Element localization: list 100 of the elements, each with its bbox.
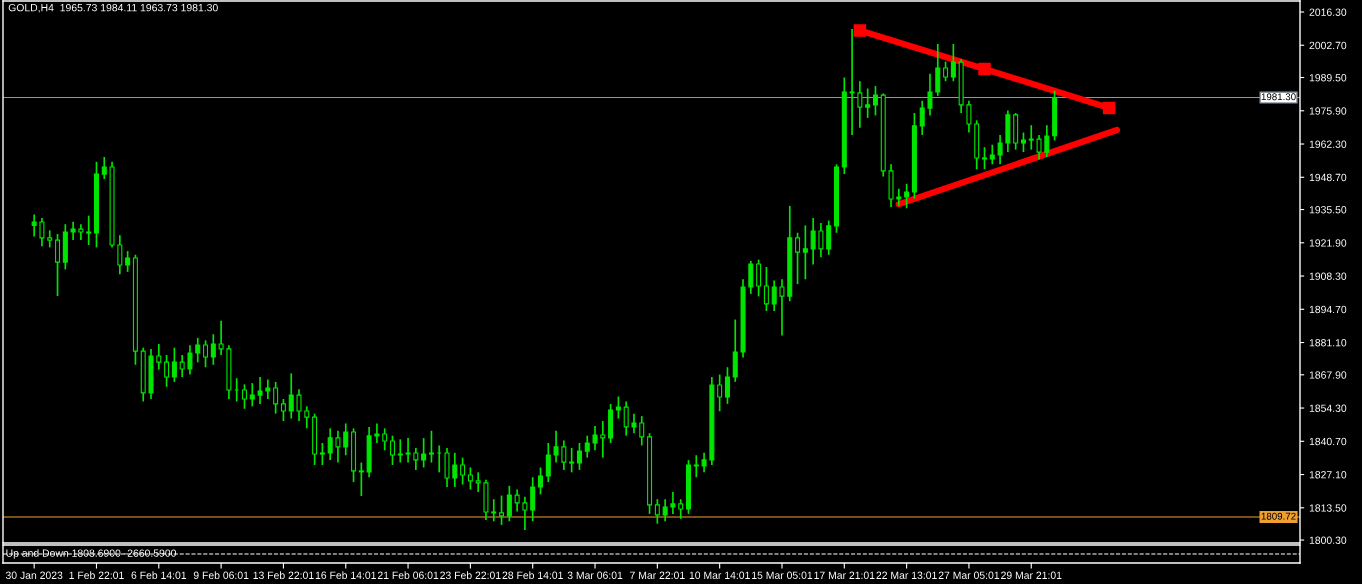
y-tick-label: 1935.50 bbox=[1309, 206, 1347, 214]
x-tick-label: 6 Feb 14:01 bbox=[131, 571, 187, 579]
candlestick bbox=[810, 217, 816, 266]
candlestick bbox=[319, 442, 325, 466]
candlestick bbox=[195, 337, 201, 364]
x-tick-label: 10 Mar 14:01 bbox=[689, 571, 750, 579]
candlestick bbox=[327, 427, 333, 461]
candlestick bbox=[101, 156, 107, 180]
candlestick bbox=[499, 494, 505, 526]
candlestick bbox=[600, 420, 606, 459]
candlestick bbox=[304, 405, 310, 430]
candlestick bbox=[1028, 124, 1034, 151]
y-tick-label: 2002.70 bbox=[1309, 41, 1347, 50]
candlestick bbox=[966, 99, 972, 134]
candlestick bbox=[156, 343, 162, 371]
candlestick bbox=[382, 427, 388, 452]
candlestick bbox=[218, 319, 224, 356]
candlestick bbox=[210, 333, 216, 366]
text: Up and Down 1808.6900 -2660.5900 bbox=[6, 549, 177, 559]
candlestick bbox=[865, 87, 871, 119]
candlestick bbox=[164, 354, 170, 388]
candlestick bbox=[47, 229, 53, 249]
candlestick bbox=[982, 146, 988, 171]
point bbox=[1102, 101, 1116, 115]
x-tick-label: 3 Mar 06:01 bbox=[567, 571, 623, 579]
candlestick bbox=[553, 429, 559, 464]
candlestick bbox=[397, 438, 403, 464]
candlestick bbox=[545, 442, 551, 483]
candlestick bbox=[872, 85, 878, 117]
candlestick bbox=[280, 398, 286, 422]
candlestick bbox=[530, 476, 536, 523]
candlestick bbox=[1020, 131, 1026, 153]
candlestick bbox=[849, 28, 855, 136]
candlestick bbox=[179, 354, 185, 378]
candlestick bbox=[31, 213, 37, 238]
x-tick-label: 28 Feb 14:01 bbox=[502, 571, 563, 579]
candlestick bbox=[724, 366, 730, 405]
candlestick bbox=[296, 388, 302, 422]
candlestick bbox=[818, 222, 824, 259]
candlestick bbox=[460, 456, 466, 486]
x-tick-label: 17 Mar 21:01 bbox=[814, 571, 875, 579]
candlestick bbox=[241, 383, 247, 410]
chart-title: GOLD,H4 1965.73 1984.11 1963.73 1981.30 bbox=[8, 3, 218, 13]
candlestick bbox=[203, 339, 209, 369]
y-tick-label: 1975.90 bbox=[1309, 107, 1347, 115]
candlestick bbox=[506, 484, 512, 523]
candlestick bbox=[584, 434, 590, 459]
candlestick bbox=[522, 495, 528, 531]
candlestick bbox=[86, 214, 92, 246]
candlestick bbox=[693, 454, 699, 479]
candlestick bbox=[491, 498, 497, 523]
candlestick bbox=[561, 439, 567, 471]
x-tick-label: 23 Feb 22:01 bbox=[440, 571, 501, 579]
y-tick-label: 1867.90 bbox=[1309, 371, 1347, 379]
point bbox=[978, 62, 991, 76]
candlestick bbox=[623, 400, 629, 437]
candlestick bbox=[904, 183, 910, 210]
ref-line-label: 1809.72 bbox=[1261, 512, 1296, 520]
point bbox=[853, 24, 867, 37]
candlestick bbox=[569, 447, 575, 474]
y-tick-label: 1800.30 bbox=[1309, 536, 1347, 544]
candlestick bbox=[654, 498, 660, 525]
candlestick bbox=[70, 220, 76, 241]
y-tick-label: 1962.30 bbox=[1309, 140, 1347, 148]
candlestick bbox=[943, 60, 949, 83]
y-tick-label: 1908.30 bbox=[1309, 272, 1347, 280]
candlestick bbox=[919, 99, 925, 136]
candlestick bbox=[273, 381, 279, 415]
candlestick bbox=[935, 43, 941, 97]
candlestick bbox=[795, 231, 801, 285]
candlestick bbox=[413, 447, 419, 471]
candlestick bbox=[288, 372, 294, 420]
candlestick bbox=[452, 451, 458, 488]
y-tick-label: 1827.10 bbox=[1309, 471, 1347, 479]
x-tick-label: 21 Feb 06:01 bbox=[377, 571, 439, 579]
candlestick bbox=[428, 429, 434, 464]
candlestick bbox=[826, 219, 832, 256]
ref-line-label: 1981.30 bbox=[1261, 93, 1296, 101]
x-tick-label: 16 Feb 14:01 bbox=[315, 571, 376, 579]
y-tick-label: 1894.70 bbox=[1309, 305, 1347, 314]
candlestick bbox=[117, 234, 123, 276]
candlestick bbox=[358, 461, 364, 497]
candlestick bbox=[343, 422, 349, 457]
y-tick-label: 1840.70 bbox=[1309, 437, 1347, 446]
y-tick-label: 1813.50 bbox=[1309, 504, 1347, 512]
candlestick bbox=[467, 466, 473, 491]
candlestick bbox=[989, 143, 995, 166]
candlestick bbox=[125, 250, 131, 273]
candlestick bbox=[763, 266, 769, 312]
candlestick bbox=[927, 73, 933, 117]
candlestick bbox=[576, 442, 582, 471]
candlestick bbox=[187, 344, 193, 376]
candlestick bbox=[1044, 124, 1050, 158]
y-tick-label: 1948.70 bbox=[1309, 173, 1347, 182]
candlestick bbox=[171, 346, 177, 383]
candlestick bbox=[335, 429, 341, 464]
candlestick bbox=[249, 382, 255, 408]
x-tick-label: 27 Mar 05:01 bbox=[938, 571, 1000, 579]
candlestick bbox=[631, 412, 637, 435]
candlestick bbox=[537, 466, 543, 496]
